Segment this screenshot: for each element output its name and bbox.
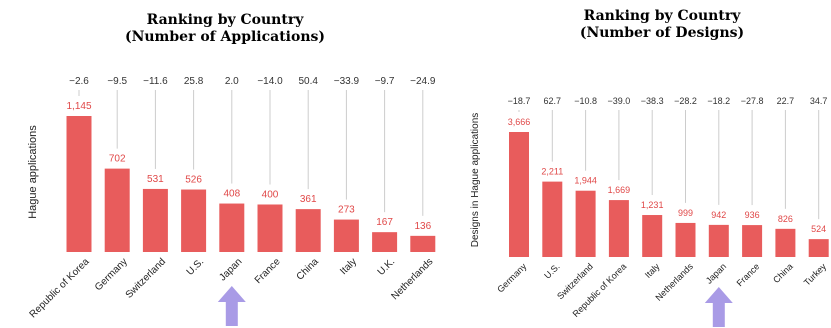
growth-rate-label: −18.7 [508, 96, 531, 106]
value-label: 361 [300, 194, 317, 205]
value-label: 942 [711, 210, 726, 220]
growth-rate-label: 25.8 [184, 76, 204, 87]
bar-italy [333, 219, 359, 252]
category-label: China [771, 261, 795, 285]
category-label: China [295, 256, 322, 283]
growth-rate-label: 62.7 [544, 96, 562, 106]
chart-panel-designs: Ranking by Country (Number of Designs) D… [462, 0, 831, 328]
bar-germany [104, 168, 130, 252]
category-label: France [253, 256, 283, 286]
chart-title-line2: (Number of Applications) [124, 29, 326, 45]
highlight-arrow [217, 286, 246, 326]
growth-rate-label: −39.0 [608, 96, 631, 106]
y-axis-label: Designs in Hague applications [470, 113, 481, 248]
category-label: Netherlands [390, 256, 436, 302]
value-label: 526 [185, 175, 202, 186]
growth-rate-label: 22.7 [777, 96, 795, 106]
chart-panel-applications: Ranking by Country (Number of Applicatio… [27, 12, 436, 326]
growth-rate-label: −9.7 [375, 76, 395, 87]
value-label: 531 [147, 174, 164, 185]
category-label: U.S. [542, 261, 561, 280]
bar-switzerland [575, 190, 596, 257]
chart-title-line1: Ranking by Country [583, 8, 741, 24]
value-label: 136 [414, 221, 431, 232]
category-label: U.K. [376, 256, 398, 278]
growth-rate-label: −14.0 [257, 76, 283, 87]
bar-china [295, 209, 321, 252]
value-label: 2,211 [541, 167, 563, 177]
value-label: 524 [811, 224, 826, 234]
category-label: Germany [93, 256, 130, 293]
bar-switzerland [142, 188, 168, 252]
category-label: Germany [495, 261, 529, 295]
growth-rate-label: −2.6 [69, 76, 89, 87]
value-label: 273 [338, 205, 355, 216]
category-label: U.S. [185, 256, 207, 278]
bar-china [775, 228, 796, 257]
growth-rate-label: −33.9 [334, 76, 360, 87]
category-label: Republic of Korea [28, 256, 92, 320]
growth-rate-label: −10.8 [574, 96, 597, 106]
growth-rate-label: −38.3 [641, 96, 664, 106]
growth-rate-label: −9.5 [107, 76, 127, 87]
chart-title-line2: (Number of Designs) [579, 25, 745, 41]
bar-netherlands [410, 235, 436, 252]
value-label: 400 [262, 189, 279, 200]
bar-turkey [808, 239, 829, 257]
growth-rate-label: 2.0 [225, 76, 239, 87]
category-label: France [735, 261, 762, 288]
chart-title-applications: Ranking by Country (Number of Applicatio… [95, 12, 355, 46]
category-label: Italy [338, 256, 359, 277]
growth-rate-label: 50.4 [298, 76, 318, 87]
category-label: Turkey [802, 261, 829, 288]
category-label: Japan [704, 261, 728, 285]
bar-republic-of-korea [66, 116, 92, 252]
value-label: 1,944 [574, 176, 597, 186]
bar-chart-applications: Hague applications −2.6 1,145 Republic of K… [27, 76, 436, 326]
bar-japan [219, 203, 245, 252]
value-label: 3,666 [508, 117, 531, 127]
growth-rate-label: −18.2 [707, 96, 730, 106]
highlight-arrow [704, 287, 733, 327]
category-label: Italy [643, 261, 662, 280]
value-label: 1,231 [641, 200, 664, 210]
category-label: Switzerland [124, 256, 168, 300]
growth-rate-label: −28.2 [674, 96, 697, 106]
value-label: 167 [376, 217, 393, 228]
growth-rate-label: 34.7 [810, 96, 828, 106]
bar-republic-of-korea [608, 200, 629, 257]
bar-u-s- [181, 189, 207, 252]
value-label: 936 [745, 210, 760, 220]
bar-japan [708, 224, 729, 257]
value-label: 999 [678, 208, 693, 218]
bar-france [257, 204, 283, 252]
value-label: 1,145 [66, 101, 91, 112]
chart-title-line1: Ranking by Country [146, 12, 304, 28]
value-label: 702 [109, 154, 126, 165]
value-label: 826 [778, 214, 793, 224]
bar-france [742, 225, 763, 257]
value-label: 408 [223, 189, 240, 200]
category-label: Japan [217, 256, 244, 283]
chart-title-designs: Ranking by Country (Number of Designs) [532, 8, 792, 42]
bar-italy [642, 215, 663, 257]
bar-chart-designs: Designs in Hague applications −18.7 3,666 G… [470, 96, 829, 327]
growth-rate-label: −11.6 [143, 76, 168, 87]
bar-netherlands [675, 222, 696, 257]
bar-u-k- [372, 232, 398, 252]
bar-u-s- [542, 181, 563, 257]
value-label: 1,669 [608, 185, 631, 195]
bar-germany [509, 132, 529, 257]
growth-rate-label: −24.9 [410, 76, 436, 87]
growth-rate-label: −27.8 [741, 96, 764, 106]
y-axis-label: Hague applications [27, 125, 39, 219]
